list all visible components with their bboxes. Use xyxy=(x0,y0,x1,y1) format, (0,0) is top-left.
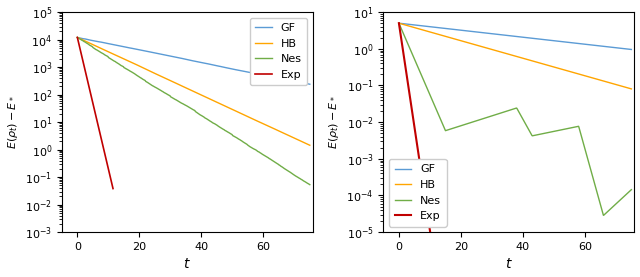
HB xyxy=(133,63,141,67)
X-axis label: $t$: $t$ xyxy=(505,257,513,271)
Legend: GF, HB, Nes, Exp: GF, HB, Nes, Exp xyxy=(389,159,447,227)
HB xyxy=(550,65,558,69)
Exp xyxy=(95,128,103,131)
Line: Exp: Exp xyxy=(77,37,113,189)
HB xyxy=(179,84,186,88)
HB xyxy=(627,87,635,91)
Y-axis label: $E(\rho_t) - E_*$: $E(\rho_t) - E_*$ xyxy=(6,95,20,149)
Line: GF: GF xyxy=(77,37,310,84)
Legend: GF, HB, Nes, Exp: GF, HB, Nes, Exp xyxy=(250,18,307,86)
GF xyxy=(248,71,256,75)
GF xyxy=(74,36,81,39)
HB xyxy=(500,51,508,55)
Nes xyxy=(532,134,540,137)
GF xyxy=(133,48,141,51)
HB xyxy=(115,55,122,58)
Nes xyxy=(395,22,403,25)
HB xyxy=(436,33,444,37)
Line: HB: HB xyxy=(77,37,310,145)
GF xyxy=(179,57,186,60)
Nes xyxy=(455,125,463,128)
Exp xyxy=(95,126,102,129)
Line: Nes: Nes xyxy=(399,23,631,215)
HB xyxy=(248,117,256,120)
Nes xyxy=(436,117,444,120)
GF xyxy=(115,44,122,47)
HB xyxy=(306,143,314,147)
HB xyxy=(228,108,236,111)
GF xyxy=(627,48,635,51)
HB xyxy=(395,22,403,25)
Nes xyxy=(133,74,141,77)
GF xyxy=(500,34,508,37)
X-axis label: $t$: $t$ xyxy=(184,257,191,271)
Exp xyxy=(428,238,435,241)
GF xyxy=(306,83,314,86)
Exp xyxy=(74,36,81,39)
Nes xyxy=(570,125,578,129)
Nes xyxy=(600,214,607,217)
Exp xyxy=(90,103,97,106)
Exp xyxy=(413,139,420,142)
GF xyxy=(532,37,540,40)
Nes xyxy=(500,110,508,114)
Nes xyxy=(228,134,236,137)
HB xyxy=(532,60,540,63)
Exp xyxy=(97,133,104,137)
Nes xyxy=(248,147,256,150)
GF xyxy=(395,22,403,25)
Nes xyxy=(211,122,218,125)
HB xyxy=(570,71,578,74)
Exp xyxy=(98,139,106,142)
GF xyxy=(570,41,578,45)
Exp xyxy=(395,22,403,25)
GF xyxy=(550,39,558,42)
Nes xyxy=(74,36,81,39)
HB xyxy=(74,36,81,39)
Nes xyxy=(550,130,558,133)
Exp xyxy=(429,249,437,253)
Exp xyxy=(402,65,410,69)
Y-axis label: $E(\rho_t) - E_*$: $E(\rho_t) - E_*$ xyxy=(327,95,340,149)
Line: Nes: Nes xyxy=(77,37,310,185)
Line: GF: GF xyxy=(399,23,631,50)
GF xyxy=(228,67,236,71)
Nes xyxy=(306,183,314,186)
Exp xyxy=(105,170,113,173)
Exp xyxy=(109,187,117,190)
GF xyxy=(436,26,444,30)
Exp xyxy=(415,157,423,161)
Line: Exp: Exp xyxy=(399,23,433,251)
Exp xyxy=(426,231,434,234)
HB xyxy=(455,39,463,42)
HB xyxy=(211,99,218,103)
GF xyxy=(211,63,218,67)
Line: HB: HB xyxy=(399,23,631,89)
Exp xyxy=(403,75,411,78)
Nes xyxy=(179,102,186,105)
Nes xyxy=(627,188,635,191)
Nes xyxy=(115,62,122,65)
GF xyxy=(455,28,463,32)
